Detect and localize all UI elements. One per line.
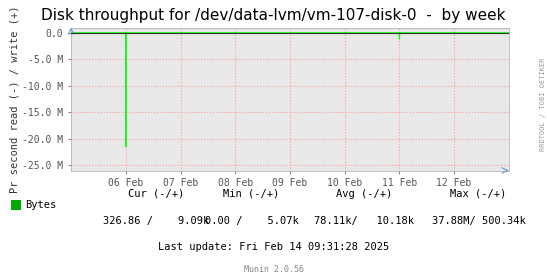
Text: 37.88M/ 500.34k: 37.88M/ 500.34k	[432, 216, 526, 226]
Text: Min (-/+): Min (-/+)	[224, 189, 280, 199]
Text: Cur (-/+): Cur (-/+)	[128, 189, 184, 199]
Text: Avg (-/+): Avg (-/+)	[336, 189, 392, 199]
Text: 0.00 /    5.07k: 0.00 / 5.07k	[205, 216, 299, 226]
Text: 78.11k/   10.18k: 78.11k/ 10.18k	[314, 216, 414, 226]
Text: Disk throughput for /dev/data-lvm/vm-107-disk-0  -  by week: Disk throughput for /dev/data-lvm/vm-107…	[41, 8, 506, 23]
Y-axis label: Pr second read (-) / write (+): Pr second read (-) / write (+)	[9, 5, 20, 193]
Text: 326.86 /    9.09k: 326.86 / 9.09k	[103, 216, 209, 226]
Text: Bytes: Bytes	[25, 200, 56, 210]
Text: Last update: Fri Feb 14 09:31:28 2025: Last update: Fri Feb 14 09:31:28 2025	[158, 243, 389, 252]
Text: RRDTOOL / TOBI OETIKER: RRDTOOL / TOBI OETIKER	[540, 58, 546, 151]
Text: Max (-/+): Max (-/+)	[451, 189, 507, 199]
Text: Munin 2.0.56: Munin 2.0.56	[243, 265, 304, 274]
